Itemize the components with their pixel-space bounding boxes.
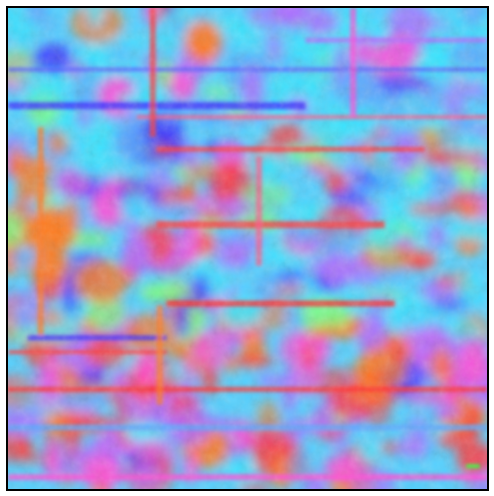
false-color-texture bbox=[8, 8, 487, 489]
texture-image-frame bbox=[6, 6, 489, 491]
